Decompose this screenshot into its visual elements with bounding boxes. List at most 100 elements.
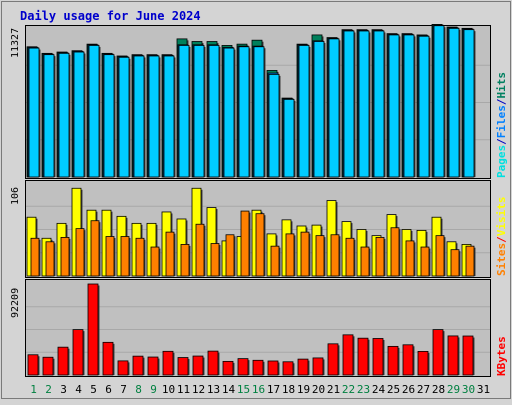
bar-pages-day-27 [418,35,430,178]
bar-kbytes-day-11 [177,357,189,376]
legend-sep-3: / [495,236,508,243]
bar-pages-day-19 [298,45,310,178]
bar-sites-day-30 [465,245,475,277]
bar-kbytes-day-7 [117,360,129,376]
bar-kbytes-day-14 [222,360,234,376]
x-tick-label-day-20: 20 [312,383,325,396]
bar-pages-day-9 [148,55,160,178]
legend-files: Files [495,105,508,138]
x-tick-label-day-14: 14 [222,383,236,396]
bar-kbytes-day-5 [87,283,99,376]
bar-sites-day-28 [435,235,445,277]
bar-sites-day-22 [345,237,355,277]
bar-sites-day-24 [375,236,385,277]
bar-kbytes-day-24 [372,338,384,376]
bar-pages-day-13 [208,45,220,178]
bar-sites-day-26 [405,240,415,277]
bar-kbytes-day-21 [327,343,339,376]
bar-kbytes-day-4 [72,329,84,376]
bar-pages-day-23 [358,30,370,178]
bar-sites-day-27 [420,246,430,277]
bar-pages-day-14 [223,47,235,178]
bar-pages-day-15 [238,46,250,178]
legend-hits-files-pages: Pages/Files/Hits [495,72,508,178]
legend-visits-sites: Sites/Visits [495,197,508,277]
bar-sites-day-2 [45,241,55,277]
bar-sites-day-18 [285,233,295,277]
bar-kbytes-day-25 [387,345,399,376]
x-tick-label-day-22: 22 [342,383,355,396]
bar-pages-day-12 [193,45,205,178]
bar-sites-day-7 [120,236,130,277]
bar-kbytes-day-15 [237,358,249,376]
x-tick-label-day-23: 23 [357,383,370,396]
bar-sites-day-25 [390,227,400,277]
legend-sep-1: / [495,138,508,145]
bar-sites-day-17 [270,245,280,277]
x-tick-label-day-30: 30 [462,383,475,396]
legend-kbytes: KBytes [495,336,508,376]
bar-sites-day-11 [180,244,190,277]
bar-kbytes-day-23 [357,337,369,376]
bar-pages-day-20 [313,41,325,178]
bar-pages-day-5 [88,45,100,178]
x-tick-label-day-3: 3 [60,383,67,396]
bar-pages-day-28 [433,25,445,178]
bar-pages-day-17 [268,73,280,178]
bar-sites-day-16 [255,213,265,277]
x-tick-label-day-2: 2 [45,383,52,396]
bar-sites-day-3 [60,236,70,277]
bar-pages-day-7 [118,56,130,178]
x-tick-label-day-19: 19 [297,383,310,396]
bar-kbytes-day-10 [162,350,174,376]
bar-sites-day-21 [330,234,340,277]
x-tick-label-day-15: 15 [237,383,250,396]
bar-kbytes-day-26 [402,344,414,376]
x-tick-label-day-8: 8 [135,383,142,396]
x-tick-label-day-16: 16 [252,383,265,396]
ymax-label-kbytes: 92209 [10,288,21,318]
bar-kbytes-day-19 [297,358,309,376]
bar-kbytes-day-22 [342,334,354,376]
bar-pages-day-21 [328,38,340,178]
chart-title: Daily usage for June 2024 [20,9,201,23]
x-tick-label-day-31: 31 [477,383,490,396]
x-tick-label-day-26: 26 [402,383,415,396]
bar-sites-day-23 [360,246,370,277]
legend-hits: Hits [495,72,508,99]
bar-kbytes-day-16 [252,359,264,376]
bar-kbytes-day-20 [312,357,324,376]
bar-pages-day-25 [388,34,400,178]
bar-sites-day-19 [300,231,310,277]
bar-pages-day-24 [373,30,385,178]
bar-sites-day-9 [150,246,160,277]
bar-kbytes-day-28 [432,329,444,376]
bar-kbytes-day-27 [417,351,429,376]
x-tick-label-day-28: 28 [432,383,445,396]
x-tick-label-day-17: 17 [267,383,280,396]
bar-sites-day-15 [240,210,250,277]
bar-sites-day-1 [30,237,40,277]
x-tick-label-day-1: 1 [30,383,37,396]
x-tick-label-day-29: 29 [447,383,460,396]
x-tick-label-day-12: 12 [192,383,205,396]
x-tick-label-day-4: 4 [75,383,82,396]
bar-pages-day-3 [58,52,70,178]
x-tick-label-day-25: 25 [387,383,400,396]
bar-kbytes-day-17 [267,360,279,376]
bar-kbytes-day-29 [447,335,459,376]
bar-pages-day-26 [403,34,415,178]
x-tick-label-day-27: 27 [417,383,430,396]
bar-pages-day-30 [463,29,475,178]
bar-kbytes-day-3 [57,346,69,376]
bar-kbytes-day-18 [282,361,294,376]
x-tick-label-day-11: 11 [177,383,190,396]
bar-pages-day-2 [43,54,55,178]
bar-pages-day-16 [253,46,265,178]
x-tick-label-day-9: 9 [150,383,157,396]
x-tick-label-day-18: 18 [282,383,295,396]
x-tick-label-day-13: 13 [207,383,220,396]
bar-pages-day-22 [343,30,355,178]
x-tick-label-day-21: 21 [327,383,340,396]
